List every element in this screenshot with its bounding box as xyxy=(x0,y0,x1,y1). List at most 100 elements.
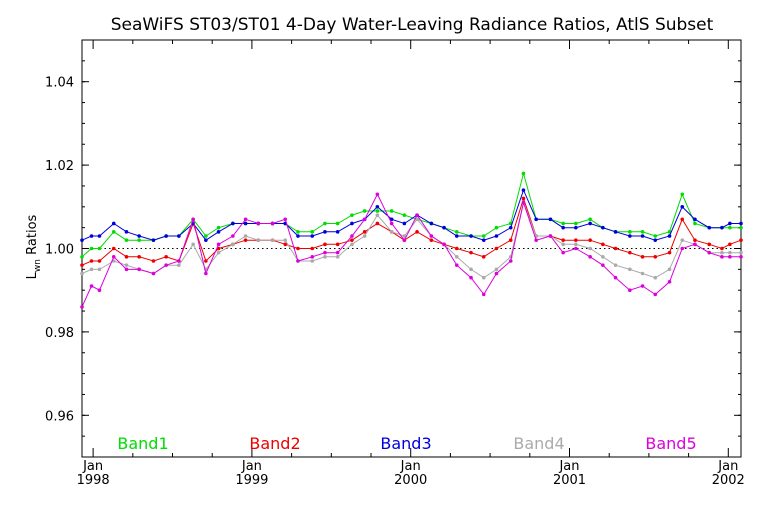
data-point xyxy=(375,192,380,197)
data-point xyxy=(653,238,658,242)
data-point xyxy=(362,230,367,234)
data-point xyxy=(310,259,315,263)
data-point xyxy=(429,234,434,238)
data-point xyxy=(310,234,315,238)
data-point xyxy=(97,288,102,293)
data-point xyxy=(283,238,288,242)
data-point xyxy=(216,230,221,234)
data-point xyxy=(204,238,208,242)
data-point xyxy=(601,263,605,267)
data-point xyxy=(323,250,327,255)
data-point xyxy=(588,238,592,242)
data-point xyxy=(481,234,486,238)
data-point xyxy=(80,305,84,309)
legend-item-band5: Band5 xyxy=(645,434,696,453)
data-point xyxy=(613,246,618,251)
data-point xyxy=(124,267,129,272)
data-point xyxy=(323,221,327,226)
data-point xyxy=(442,225,446,230)
series-line xyxy=(81,193,741,308)
data-point xyxy=(177,234,181,238)
data-point xyxy=(111,230,116,234)
series-band1 xyxy=(80,171,743,259)
x-tick-label-month: Jan xyxy=(400,459,421,474)
x-tick-label-year: 2000 xyxy=(394,473,427,488)
series-band3 xyxy=(80,188,743,242)
data-point xyxy=(111,255,116,259)
data-point xyxy=(177,259,181,263)
data-point xyxy=(124,263,129,267)
data-point xyxy=(628,267,632,272)
data-point xyxy=(310,255,315,259)
data-point xyxy=(80,255,84,259)
series-line xyxy=(81,188,741,241)
series-group xyxy=(80,171,743,309)
data-point xyxy=(720,255,724,259)
data-point xyxy=(97,267,102,272)
chart-title: SeaWiFS ST03/ST01 4-Day Water-Leaving Ra… xyxy=(111,15,714,35)
data-point xyxy=(469,250,473,255)
data-point xyxy=(389,217,394,222)
data-point xyxy=(481,292,486,297)
data-point xyxy=(270,221,275,226)
data-point xyxy=(283,242,288,247)
data-point xyxy=(680,192,685,197)
data-point xyxy=(680,246,685,251)
data-point xyxy=(296,246,300,251)
data-point xyxy=(89,284,94,288)
data-point xyxy=(521,188,526,192)
data-point xyxy=(454,246,459,251)
data-point xyxy=(350,221,354,226)
y-axis: 0.96 0.98 1.00 1.02 1.04 xyxy=(45,39,741,458)
data-point xyxy=(335,250,340,255)
data-point xyxy=(164,255,168,259)
data-point xyxy=(574,242,578,247)
data-point xyxy=(89,267,94,272)
series-band5 xyxy=(80,192,743,309)
data-point xyxy=(375,221,380,226)
data-point xyxy=(588,255,592,259)
data-point xyxy=(640,271,645,276)
data-point xyxy=(693,221,697,226)
data-point xyxy=(680,238,685,242)
legend-item-band2: Band2 xyxy=(249,434,300,453)
data-point xyxy=(350,238,354,242)
data-point xyxy=(667,234,672,238)
data-point xyxy=(296,259,300,263)
data-point xyxy=(561,242,565,247)
data-point xyxy=(508,259,513,263)
data-point xyxy=(494,225,499,230)
data-point xyxy=(375,205,380,209)
data-point xyxy=(375,213,380,217)
data-point xyxy=(508,238,513,242)
data-point xyxy=(89,259,94,263)
data-point xyxy=(481,275,486,280)
data-point xyxy=(415,213,419,217)
data-point xyxy=(574,238,578,242)
data-point xyxy=(310,246,315,251)
data-point xyxy=(335,230,340,234)
data-point xyxy=(454,263,459,267)
x-tick-label-year: 2002 xyxy=(712,473,745,488)
y-axis-label-main: L xyxy=(25,271,40,279)
data-point xyxy=(216,250,221,255)
data-point xyxy=(640,284,645,288)
data-point xyxy=(481,255,486,259)
data-point xyxy=(454,234,459,238)
data-point xyxy=(707,242,712,247)
data-point xyxy=(534,238,538,242)
data-point xyxy=(667,280,672,284)
data-point xyxy=(97,259,102,263)
data-point xyxy=(191,242,195,247)
legend-item-band4: Band4 xyxy=(513,434,564,453)
data-point xyxy=(429,238,434,242)
data-point xyxy=(204,234,208,238)
data-point xyxy=(521,196,526,201)
data-point xyxy=(256,221,261,226)
data-point xyxy=(667,250,672,255)
y-tick-label: 1.02 xyxy=(45,159,74,174)
data-point xyxy=(151,271,156,276)
x-tick-label-month: Jan xyxy=(82,459,103,474)
series-line xyxy=(81,171,741,258)
data-point xyxy=(415,230,419,234)
